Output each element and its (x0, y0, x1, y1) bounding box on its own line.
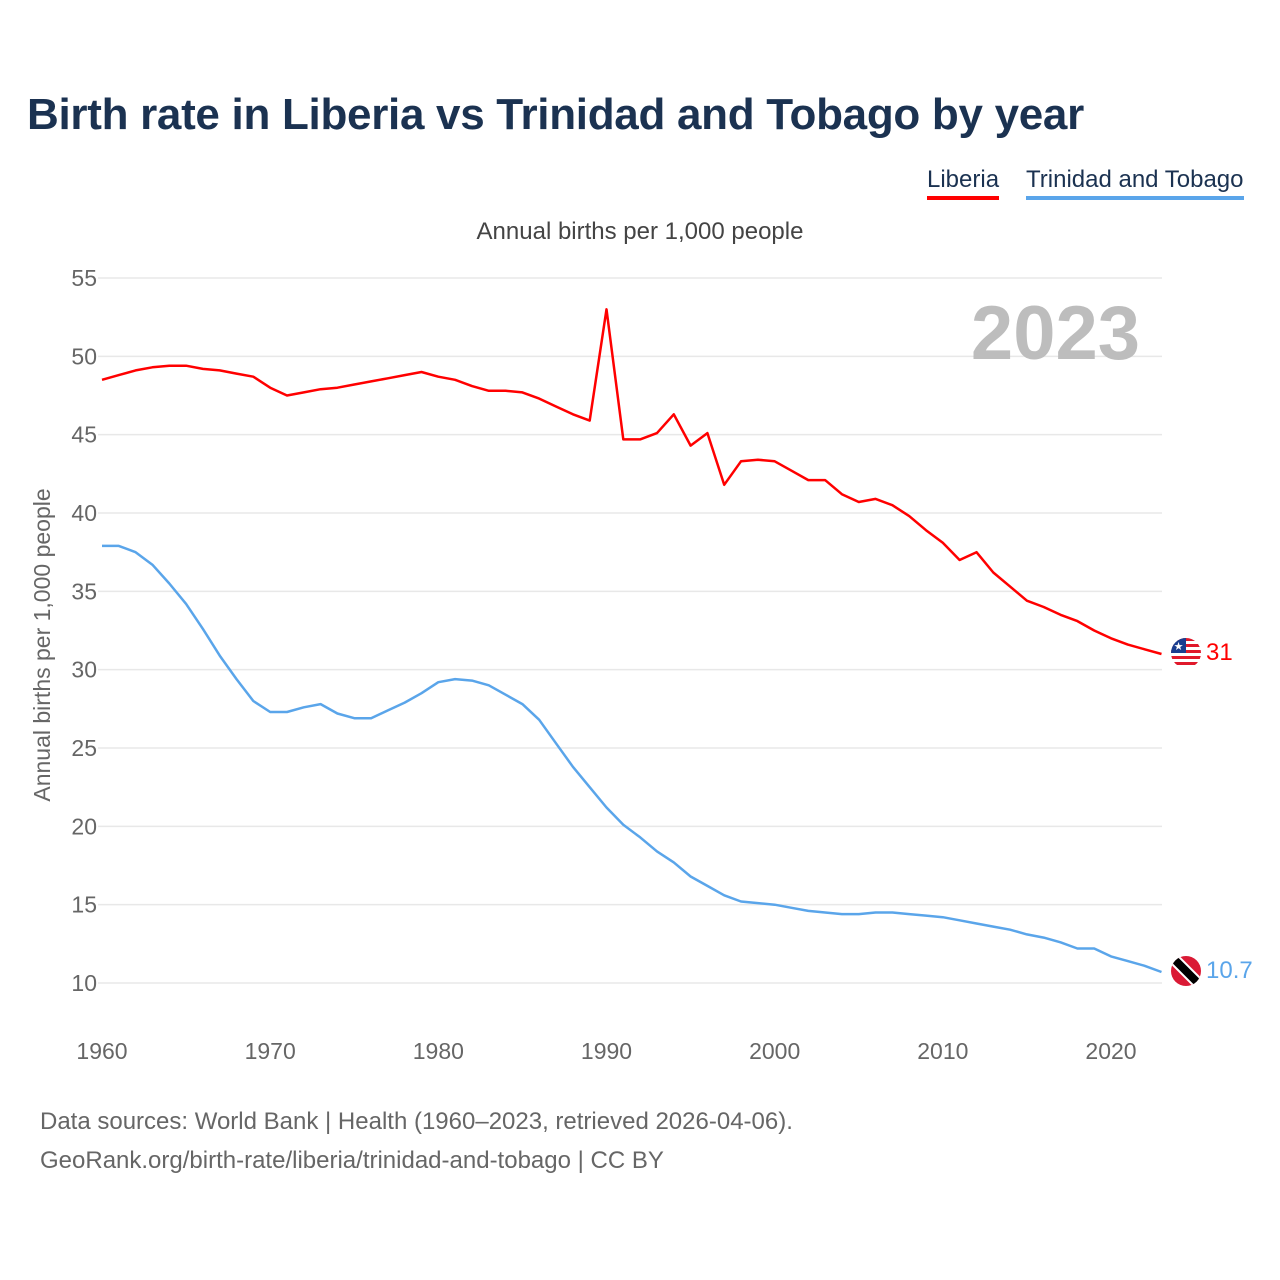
year-watermark: 2023 (970, 291, 1140, 376)
x-tick-label: 1960 (76, 1038, 127, 1064)
y-tick-label: 35 (71, 578, 97, 604)
x-tick-label: 1990 (581, 1038, 632, 1064)
legend-item-liberia[interactable]: Liberia (927, 166, 1000, 200)
y-tick-label: 45 (71, 422, 97, 448)
y-tick-label: 15 (71, 892, 97, 918)
series-line-liberia (101, 308, 1162, 656)
chart-title: Birth rate in Liberia vs Trinidad and To… (27, 90, 1084, 139)
x-tick-label: 2000 (749, 1038, 800, 1064)
source-note: Data sources: World Bank | Health (1960–… (40, 1108, 793, 1135)
x-tick-label: 1980 (413, 1038, 464, 1064)
trinidad-and-tobago-flag-icon (1171, 956, 1201, 986)
end-label-liberia: 31 (1206, 639, 1233, 666)
x-tick-label: 2020 (1085, 1038, 1136, 1064)
y-axis-label: Annual births per 1,000 people (29, 488, 55, 801)
y-tick-label: 25 (71, 735, 97, 761)
y-tick-label: 20 (71, 813, 97, 839)
end-label-trinidad-and-tobago: 10.7 (1206, 957, 1253, 984)
svg-text:★: ★ (1174, 641, 1184, 653)
y-tick-label: 10 (71, 970, 97, 996)
legend-item-trinidad-and-tobago[interactable]: Trinidad and Tobago (1026, 166, 1244, 200)
y-tick-label: 50 (71, 343, 97, 369)
y-tick-label: 30 (71, 657, 97, 683)
x-tick-label: 1970 (245, 1038, 296, 1064)
liberia-flag-icon: ★ (1171, 638, 1201, 668)
source-link[interactable]: GeoRank.org/birth-rate/liberia/trinidad-… (40, 1147, 664, 1174)
y-tick-label: 55 (71, 265, 97, 291)
x-tick-label: 2010 (917, 1038, 968, 1064)
y-tick-label: 40 (71, 500, 97, 526)
chart-subtitle: Annual births per 1,000 people (476, 218, 804, 245)
series-line-trinidad-and-tobago (102, 544, 1162, 974)
